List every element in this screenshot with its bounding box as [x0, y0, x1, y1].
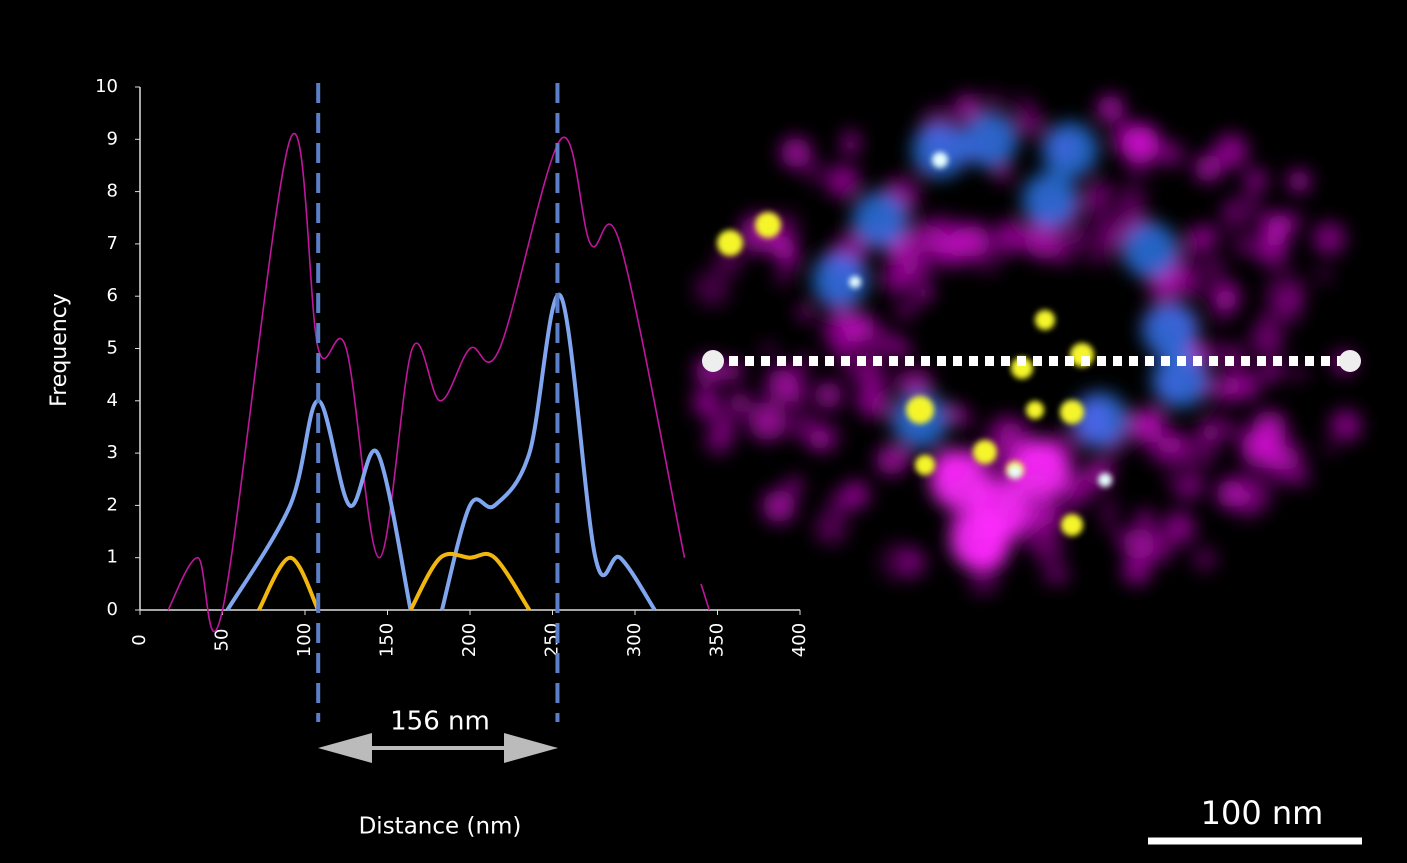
- y-tick-label: 5: [107, 338, 118, 359]
- y-tick-label: 0: [107, 599, 118, 620]
- line: [227, 295, 654, 610]
- scale-bar-label: 100 nm: [1201, 794, 1324, 832]
- distance-arrow: [318, 733, 558, 763]
- x-tick-label: 0: [129, 634, 150, 645]
- x-tick-label: 350: [707, 623, 728, 657]
- x-tick-label: 100: [294, 623, 315, 657]
- x-tick-label: 200: [459, 623, 480, 657]
- profile-end: [1339, 350, 1361, 372]
- x-tick-label: 150: [377, 623, 398, 657]
- y-tick-label: 7: [107, 233, 118, 254]
- distance-label: 156 nm: [390, 707, 490, 737]
- x-tick-label: 400: [789, 623, 810, 657]
- y-tick-label: 10: [95, 76, 118, 97]
- y-tick-label: 2: [107, 494, 118, 515]
- x-tick-label: 300: [624, 623, 645, 657]
- line: [259, 554, 530, 610]
- blob-layer: [692, 93, 1361, 595]
- y-tick-label: 9: [107, 128, 118, 149]
- y-tick-label: 4: [107, 390, 118, 411]
- y-tick-label: 3: [107, 442, 118, 463]
- y-axis-label: Frequency: [47, 293, 72, 407]
- x-axis-label: Distance (nm): [359, 814, 522, 840]
- y-tick-label: 8: [107, 181, 118, 202]
- y-tick-label: 6: [107, 285, 118, 306]
- figure: 012345678910050100150200250300350400 Fre…: [0, 0, 1407, 863]
- y-tick-label: 1: [107, 547, 118, 568]
- profile-end: [702, 350, 724, 372]
- microscopy-image: [692, 93, 1361, 595]
